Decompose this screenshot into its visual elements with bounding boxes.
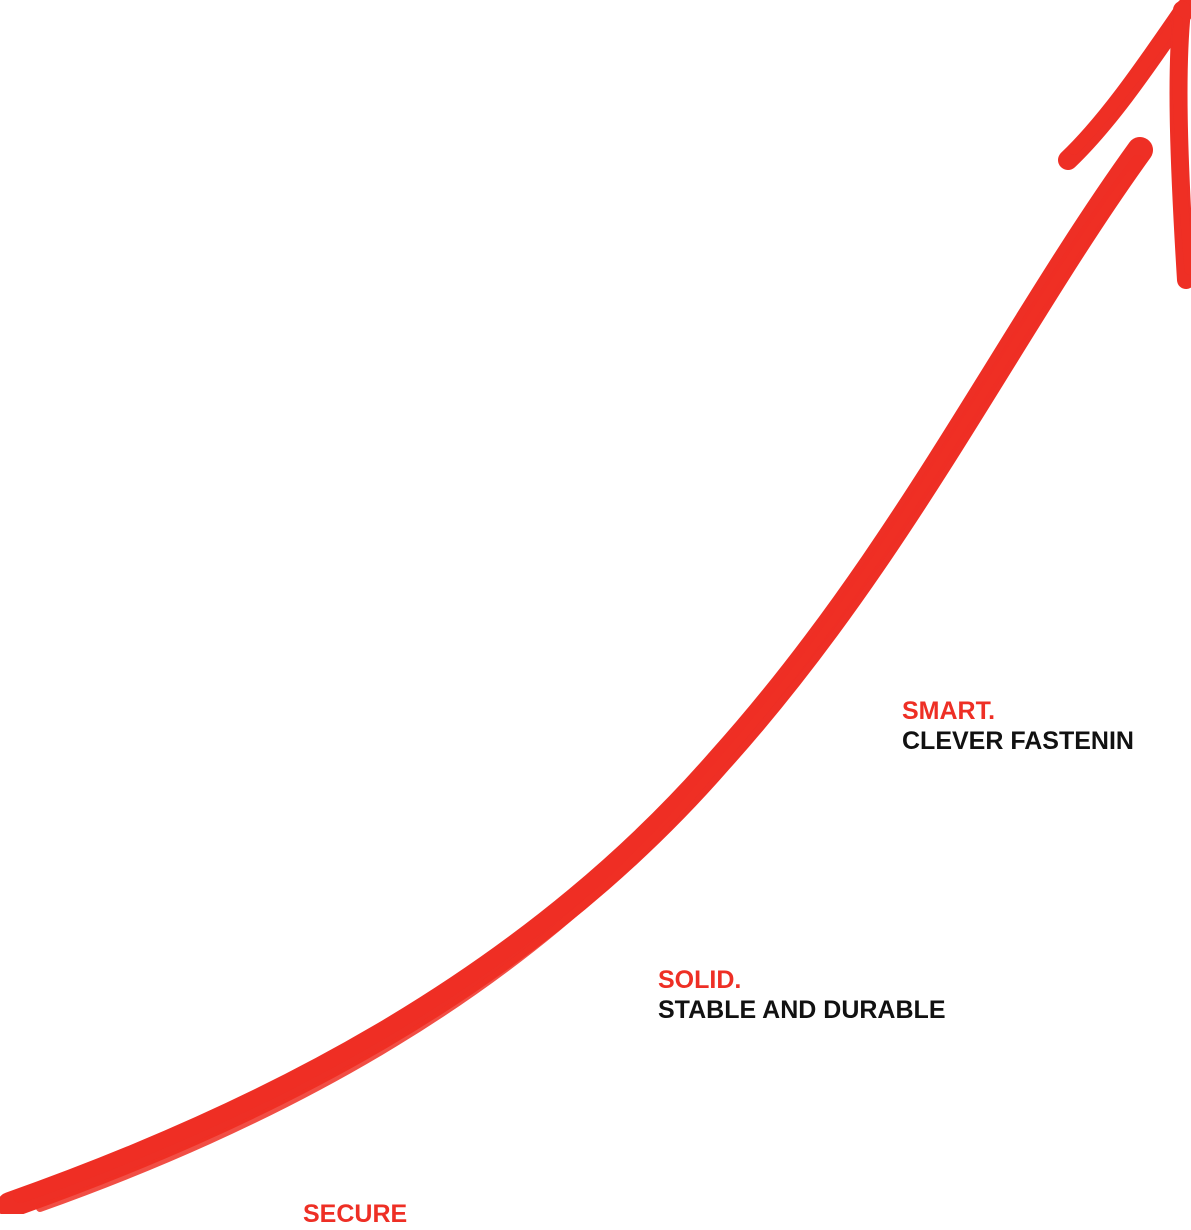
callout-heading: SECURE [303, 1200, 408, 1228]
callout-heading: SOLID. [658, 966, 742, 994]
callout-subtext: STABLE AND DURABLE [658, 995, 946, 1024]
callout-secure: SECURE [303, 1200, 407, 1230]
callout-solid: SOLID. STABLE AND DURABLE [658, 966, 946, 1025]
callout-heading: SMART. [902, 697, 996, 725]
arrow-shaft [0, 137, 1153, 1214]
arrow-head [1058, 0, 1191, 289]
callout-smart: SMART. CLEVER FASTENIN [902, 697, 1134, 756]
callout-subtext: CLEVER FASTENIN [902, 726, 1134, 755]
